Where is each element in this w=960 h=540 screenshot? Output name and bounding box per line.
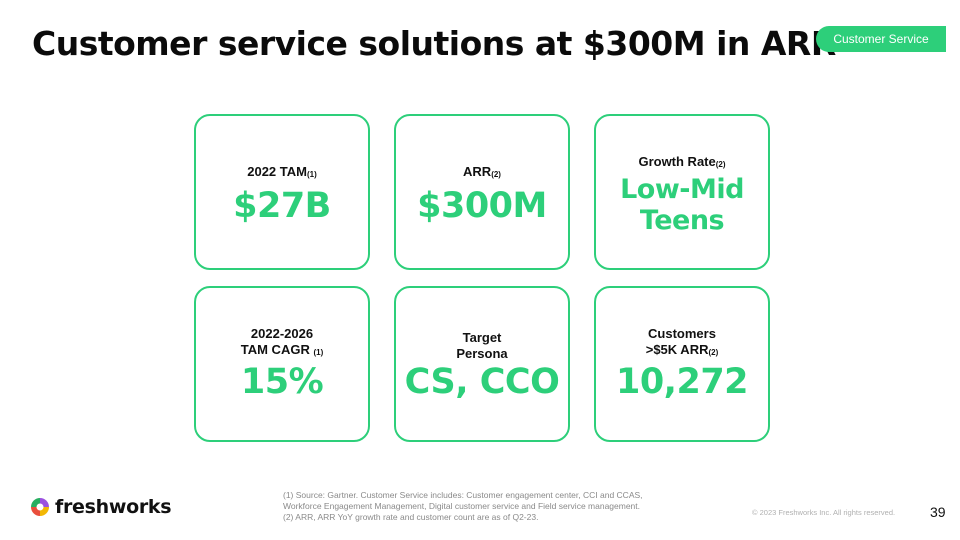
brand-name: freshworks (55, 496, 172, 518)
footnote-line: Workforce Engagement Management, Digital… (283, 501, 641, 511)
metric-label: Customers >$5K ARR(2) (645, 326, 719, 357)
metric-card-arr: ARR(2) $300M (394, 114, 570, 270)
footnote-line: (1) Source: Gartner. Customer Service in… (283, 490, 643, 500)
page-number: 39 (930, 504, 946, 520)
footnote-line: (2) ARR, ARR YoY growth rate and custome… (283, 512, 539, 522)
metric-value: Low-Mid Teens (620, 174, 744, 236)
metric-value: $27B (233, 186, 331, 226)
metric-card-growth-rate: Growth Rate(2) Low-Mid Teens (594, 114, 770, 270)
metric-value: 15% (240, 362, 324, 402)
freshworks-logo-icon (31, 498, 49, 516)
footnotes: (1) Source: Gartner. Customer Service in… (283, 490, 683, 523)
metric-card-tam-cagr: 2022-2026 TAM CAGR (1) 15% (194, 286, 370, 442)
metric-value: CS, CCO (404, 362, 560, 402)
metric-card-customers: Customers >$5K ARR(2) 10,272 (594, 286, 770, 442)
copyright-notice: © 2023 Freshworks Inc. All rights reserv… (752, 508, 896, 517)
metric-card-tam: 2022 TAM(1) $27B (194, 114, 370, 270)
metric-value: $300M (417, 186, 547, 226)
freshworks-logo: freshworks (30, 496, 172, 518)
metric-label: ARR(2) (463, 164, 501, 179)
section-tag: Customer Service (816, 26, 946, 52)
metric-label: Target Persona (456, 330, 508, 361)
page-title: Customer service solutions at $300M in A… (32, 24, 836, 63)
metric-label: 2022-2026 TAM CAGR (1) (240, 326, 324, 357)
metric-value: 10,272 (615, 362, 749, 402)
metric-card-target-persona: Target Persona CS, CCO (394, 286, 570, 442)
metric-label: Growth Rate(2) (638, 154, 726, 169)
metric-label: 2022 TAM(1) (247, 164, 317, 179)
